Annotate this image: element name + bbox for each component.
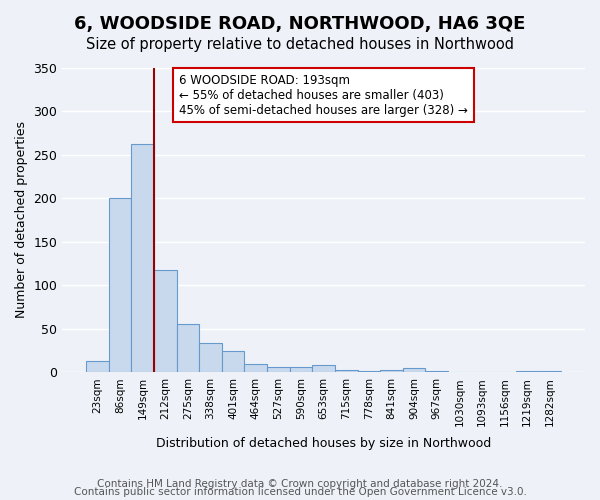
Bar [380, 370, 403, 372]
Bar [176, 324, 199, 372]
Text: 6, WOODSIDE ROAD, NORTHWOOD, HA6 3QE: 6, WOODSIDE ROAD, NORTHWOOD, HA6 3QE [74, 15, 526, 33]
Bar [403, 368, 425, 372]
Bar [199, 342, 222, 372]
Text: 6 WOODSIDE ROAD: 193sqm
← 55% of detached houses are smaller (403)
45% of semi-d: 6 WOODSIDE ROAD: 193sqm ← 55% of detache… [179, 74, 468, 116]
Bar [335, 370, 358, 372]
Bar [154, 270, 176, 372]
Text: Contains public sector information licensed under the Open Government Licence v3: Contains public sector information licen… [74, 487, 526, 497]
Bar [86, 361, 109, 372]
Bar [313, 366, 335, 372]
Bar [109, 198, 131, 372]
Bar [516, 370, 539, 372]
Bar [267, 367, 290, 372]
Bar [131, 144, 154, 372]
Text: Size of property relative to detached houses in Northwood: Size of property relative to detached ho… [86, 38, 514, 52]
Text: Contains HM Land Registry data © Crown copyright and database right 2024.: Contains HM Land Registry data © Crown c… [97, 479, 503, 489]
Y-axis label: Number of detached properties: Number of detached properties [15, 122, 28, 318]
Bar [222, 352, 244, 372]
Bar [290, 367, 313, 372]
Bar [358, 370, 380, 372]
X-axis label: Distribution of detached houses by size in Northwood: Distribution of detached houses by size … [156, 437, 491, 450]
Bar [244, 364, 267, 372]
